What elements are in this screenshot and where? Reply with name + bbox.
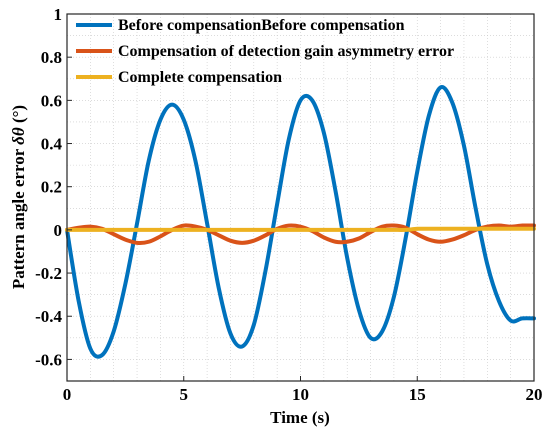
y-tick-label: 0.8: [41, 48, 62, 67]
x-tick-label: 5: [180, 385, 189, 404]
legend: Before compensationBefore compensation Co…: [76, 17, 454, 86]
legend-label-1: Before compensationBefore compensation: [118, 17, 405, 34]
series-line-2: [65, 223, 536, 245]
legend-label-3: Complete compensation: [118, 69, 282, 86]
x-tick-label: 0: [63, 385, 72, 404]
axis-ticks: 0 5 10 15 20 1 0.8 0.6 0.4 0.2 0 -0.2 -0.4 -0.6: [35, 5, 542, 404]
y-axis-label-text: Pattern angle error: [9, 148, 28, 289]
y-axis-label-unit: (°): [9, 105, 28, 123]
legend-label-2: Compensation of detection gain asymmetry…: [118, 43, 454, 60]
series-line-3: [65, 226, 536, 232]
y-tick-label: -0.2: [35, 264, 62, 283]
y-tick-label: 1: [54, 5, 63, 24]
y-axis-label-symbol: δθ: [9, 127, 28, 145]
y-tick-label: 0.6: [41, 91, 62, 110]
y-tick-label: -0.4: [35, 307, 62, 326]
y-tick-label: 0: [54, 221, 63, 240]
y-tick-label: 0.4: [41, 135, 63, 154]
x-tick-label: 20: [526, 385, 543, 404]
series-group: [65, 85, 536, 359]
x-tick-label: 15: [409, 385, 426, 404]
series-line-1: [65, 85, 536, 359]
x-axis-label: Time (s): [270, 408, 330, 427]
y-tick-label: 0.2: [41, 178, 62, 197]
y-tick-label: -0.6: [35, 350, 62, 369]
x-tick-label: 10: [292, 385, 309, 404]
y-axis-label: Pattern angle error δθ (°): [9, 105, 28, 289]
